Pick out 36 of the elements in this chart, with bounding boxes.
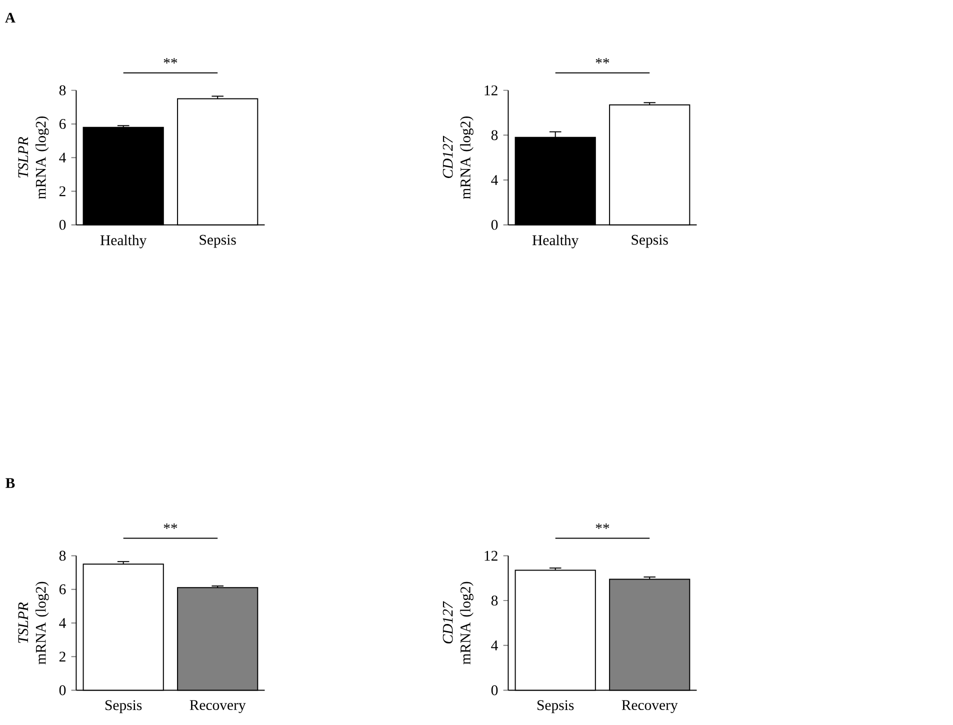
text: A bbox=[5, 13, 16, 23]
y-tick-label: 4 bbox=[59, 152, 66, 163]
x-tick-label: Recovery bbox=[622, 700, 678, 714]
x-tick-label: Recovery bbox=[190, 700, 246, 714]
y-axis-title: CD127 mRNA (log2) bbox=[442, 582, 474, 665]
text: ** bbox=[164, 524, 178, 530]
y-tick-label: 0 bbox=[491, 220, 498, 230]
text: B bbox=[6, 478, 15, 488]
y-tick-label: 4 bbox=[59, 618, 66, 628]
text: ** bbox=[164, 58, 178, 64]
x-tick-label: Sepsis bbox=[538, 700, 574, 714]
y-tick-label: 2 bbox=[59, 186, 66, 196]
text: ** bbox=[596, 58, 610, 64]
y-tick-label: 6 bbox=[59, 119, 66, 130]
x-tick-label: Healthy bbox=[532, 235, 579, 248]
y-tick-label: 0 bbox=[491, 685, 498, 696]
y-tick-label: 0 bbox=[59, 685, 66, 696]
y-axis-title: TSLPR mRNA (log2) bbox=[18, 582, 49, 665]
y-tick-label: 8 bbox=[491, 130, 498, 140]
y-tick-label: 8 bbox=[59, 86, 66, 96]
y-tick-label: 2 bbox=[59, 652, 66, 662]
y-axis-title: TSLPR mRNA (log2) bbox=[18, 116, 49, 200]
y-tick-label: 6 bbox=[59, 584, 66, 594]
text: ** bbox=[596, 524, 610, 530]
y-tick-label: 8 bbox=[59, 550, 66, 561]
y-tick-label: 12 bbox=[484, 551, 498, 561]
x-tick-label: Sepsis bbox=[632, 235, 668, 248]
y-tick-label: 8 bbox=[491, 596, 498, 606]
y-axis-title: CD127 mRNA (log2) bbox=[442, 116, 474, 200]
y-tick-label: 4 bbox=[491, 640, 498, 650]
y-tick-label: 0 bbox=[59, 220, 66, 230]
x-tick-label: Healthy bbox=[100, 235, 147, 248]
x-tick-label: Sepsis bbox=[200, 235, 236, 248]
y-tick-label: 12 bbox=[484, 86, 498, 96]
x-tick-label: Sepsis bbox=[106, 700, 142, 714]
y-tick-label: 4 bbox=[491, 175, 498, 186]
